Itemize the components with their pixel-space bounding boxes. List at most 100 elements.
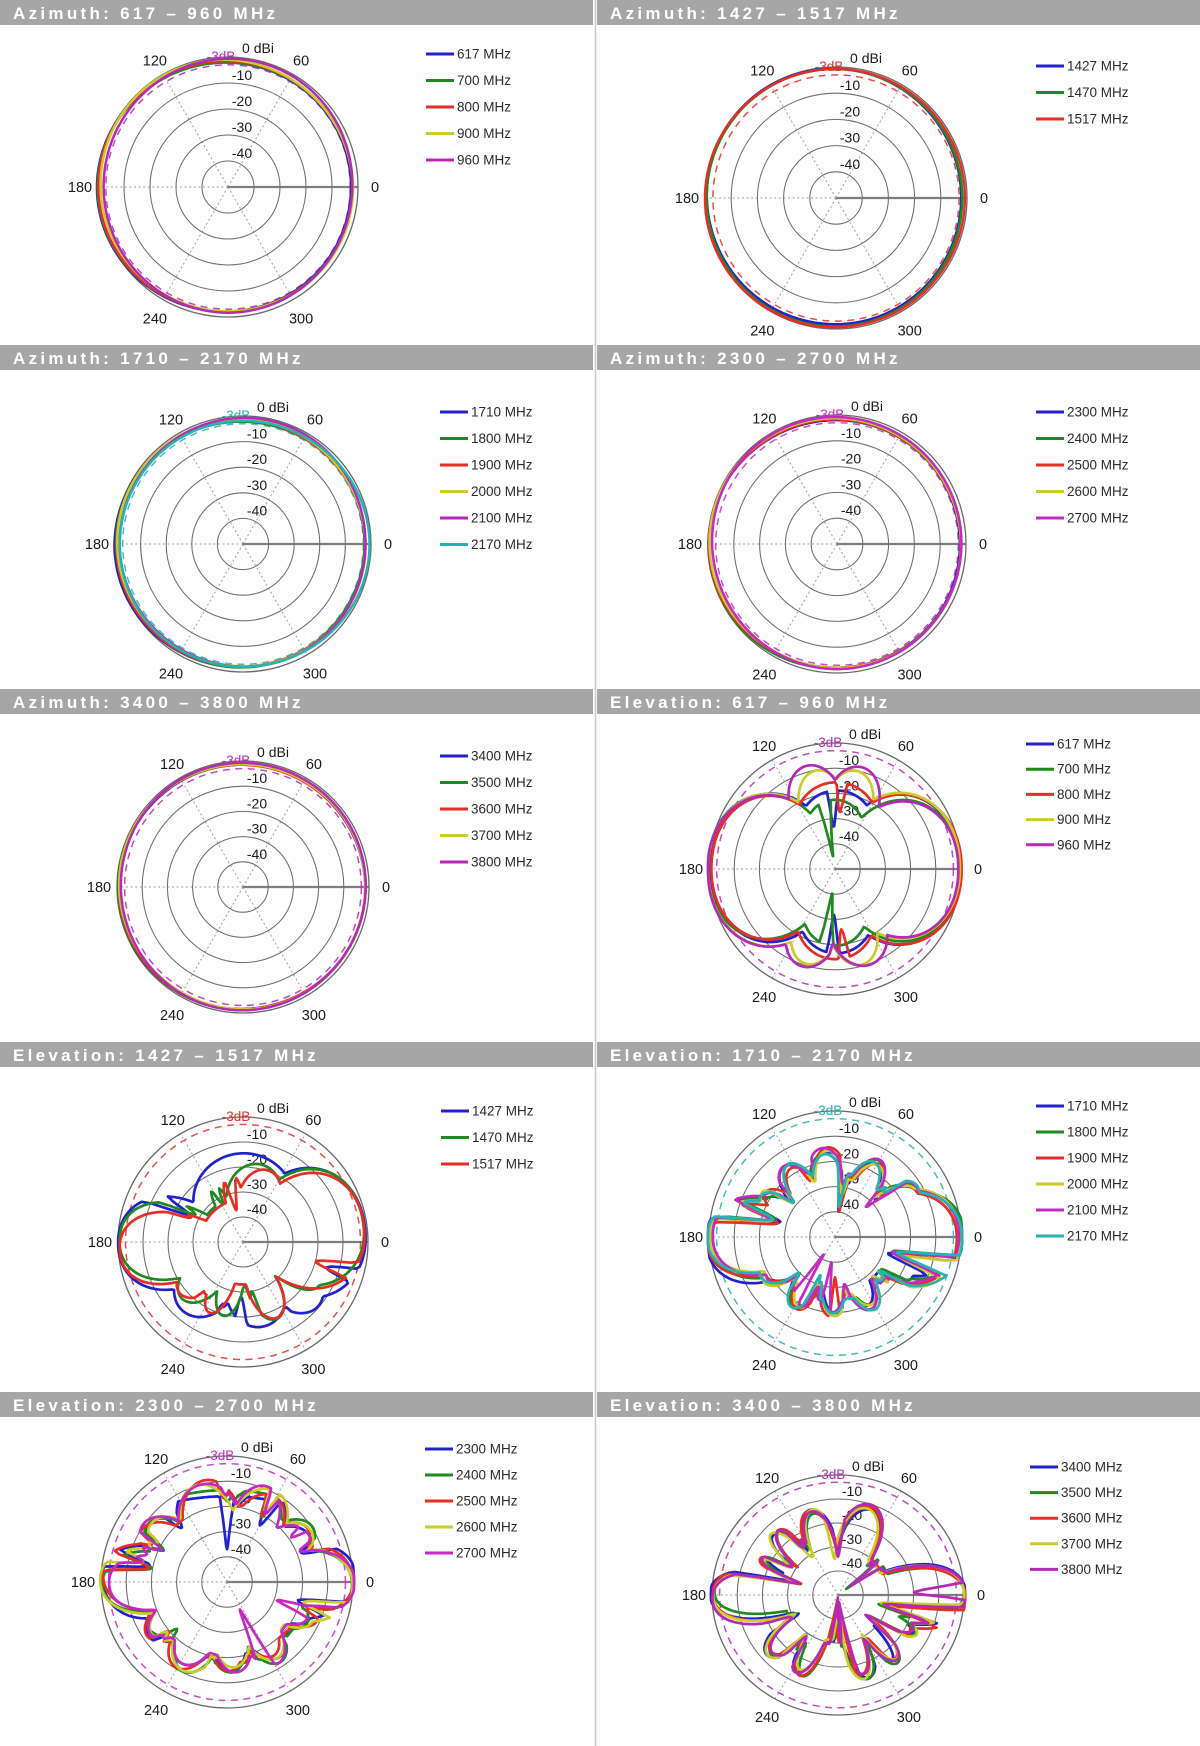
svg-text:-30: -30: [841, 476, 861, 492]
svg-text:0 dBi: 0 dBi: [850, 50, 882, 66]
svg-text:-40: -40: [839, 1196, 859, 1212]
svg-text:240: 240: [752, 668, 776, 684]
svg-text:2170 MHz: 2170 MHz: [1067, 1229, 1129, 1244]
svg-text:300: 300: [897, 1710, 921, 1726]
svg-text:3500 MHz: 3500 MHz: [471, 775, 533, 790]
svg-text:3800 MHz: 3800 MHz: [1061, 1562, 1123, 1577]
svg-text:-10: -10: [841, 425, 861, 441]
svg-text:120: 120: [752, 1107, 776, 1123]
svg-text:2000 MHz: 2000 MHz: [471, 484, 533, 499]
svg-text:240: 240: [144, 1703, 168, 1719]
svg-text:-3dB: -3dB: [817, 1467, 846, 1482]
svg-text:0 dBi: 0 dBi: [242, 40, 274, 56]
svg-text:2700 MHz: 2700 MHz: [456, 1546, 518, 1561]
svg-text:-40: -40: [839, 828, 859, 844]
svg-text:0 dBi: 0 dBi: [241, 1439, 273, 1455]
svg-text:2100 MHz: 2100 MHz: [471, 511, 533, 526]
svg-text:60: 60: [901, 1471, 917, 1487]
svg-text:120: 120: [752, 411, 776, 427]
svg-text:60: 60: [307, 412, 323, 428]
svg-text:-10: -10: [842, 1483, 862, 1499]
svg-text:-10: -10: [247, 770, 267, 786]
svg-text:2600 MHz: 2600 MHz: [456, 1520, 518, 1535]
svg-text:240: 240: [143, 312, 167, 328]
svg-text:-40: -40: [247, 846, 267, 862]
svg-text:1710 MHz: 1710 MHz: [471, 405, 533, 420]
svg-text:-40: -40: [842, 1555, 862, 1571]
svg-text:60: 60: [902, 63, 918, 79]
svg-text:60: 60: [306, 757, 322, 773]
svg-text:300: 300: [897, 668, 921, 684]
svg-text:60: 60: [902, 411, 918, 427]
svg-text:-30: -30: [231, 1516, 251, 1532]
svg-text:960 MHz: 960 MHz: [457, 153, 511, 168]
svg-text:60: 60: [898, 1107, 914, 1123]
svg-text:1517 MHz: 1517 MHz: [472, 1157, 534, 1172]
svg-text:-40: -40: [247, 502, 267, 518]
svg-text:300: 300: [301, 1362, 325, 1378]
svg-text:-3dB: -3dB: [814, 735, 843, 750]
svg-text:0: 0: [974, 1230, 982, 1246]
svg-text:0 dBi: 0 dBi: [852, 1458, 884, 1474]
svg-text:-40: -40: [841, 502, 861, 518]
svg-text:120: 120: [160, 757, 184, 773]
svg-text:0: 0: [384, 537, 392, 553]
svg-text:2400 MHz: 2400 MHz: [456, 1468, 518, 1483]
svg-text:-30: -30: [842, 1531, 862, 1547]
svg-text:-30: -30: [247, 821, 267, 837]
svg-text:-10: -10: [232, 67, 252, 83]
svg-text:700 MHz: 700 MHz: [1057, 762, 1111, 777]
svg-text:180: 180: [679, 862, 703, 878]
svg-text:240: 240: [755, 1710, 779, 1726]
svg-text:900 MHz: 900 MHz: [457, 126, 511, 141]
svg-text:0 dBi: 0 dBi: [851, 398, 883, 414]
svg-text:120: 120: [161, 1113, 185, 1129]
svg-text:0: 0: [382, 880, 390, 896]
svg-text:3400 MHz: 3400 MHz: [1061, 1460, 1123, 1475]
svg-text:-40: -40: [231, 1541, 251, 1557]
svg-text:240: 240: [160, 1008, 184, 1024]
svg-text:-30: -30: [840, 130, 860, 146]
svg-text:180: 180: [71, 1575, 95, 1591]
svg-text:240: 240: [159, 667, 183, 683]
svg-text:1470 MHz: 1470 MHz: [472, 1130, 534, 1145]
svg-text:3600 MHz: 3600 MHz: [471, 802, 533, 817]
svg-text:-20: -20: [839, 1145, 859, 1161]
svg-text:120: 120: [750, 63, 774, 79]
svg-text:2100 MHz: 2100 MHz: [1067, 1203, 1129, 1218]
svg-text:-40: -40: [840, 156, 860, 172]
svg-text:-40: -40: [247, 1201, 267, 1217]
svg-text:0 dBi: 0 dBi: [257, 399, 289, 415]
svg-text:-30: -30: [247, 477, 267, 493]
svg-text:300: 300: [894, 990, 918, 1006]
svg-text:60: 60: [290, 1452, 306, 1468]
svg-text:180: 180: [68, 180, 92, 196]
svg-text:700 MHz: 700 MHz: [457, 73, 511, 88]
svg-text:0 dBi: 0 dBi: [849, 1094, 881, 1110]
svg-text:-10: -10: [839, 1120, 859, 1136]
svg-text:617 MHz: 617 MHz: [457, 47, 511, 62]
svg-text:120: 120: [143, 53, 167, 69]
svg-text:800 MHz: 800 MHz: [457, 100, 511, 115]
svg-text:0: 0: [980, 191, 988, 207]
svg-text:60: 60: [305, 1113, 321, 1129]
svg-text:1710 MHz: 1710 MHz: [1067, 1099, 1129, 1114]
svg-text:300: 300: [302, 1008, 326, 1024]
svg-text:1427 MHz: 1427 MHz: [472, 1104, 534, 1119]
svg-text:300: 300: [898, 324, 922, 340]
svg-text:800 MHz: 800 MHz: [1057, 787, 1111, 802]
svg-text:120: 120: [144, 1452, 168, 1468]
svg-text:1800 MHz: 1800 MHz: [471, 431, 533, 446]
svg-text:60: 60: [898, 739, 914, 755]
svg-text:0: 0: [381, 1235, 389, 1251]
svg-text:-10: -10: [247, 1126, 267, 1142]
svg-text:3500 MHz: 3500 MHz: [1061, 1485, 1123, 1500]
svg-text:3800 MHz: 3800 MHz: [471, 855, 533, 870]
svg-text:300: 300: [286, 1703, 310, 1719]
svg-text:2500 MHz: 2500 MHz: [1067, 458, 1129, 473]
svg-text:-30: -30: [232, 119, 252, 135]
svg-text:60: 60: [293, 53, 309, 69]
svg-text:0: 0: [974, 862, 982, 878]
svg-text:-20: -20: [232, 93, 252, 109]
svg-text:120: 120: [752, 739, 776, 755]
